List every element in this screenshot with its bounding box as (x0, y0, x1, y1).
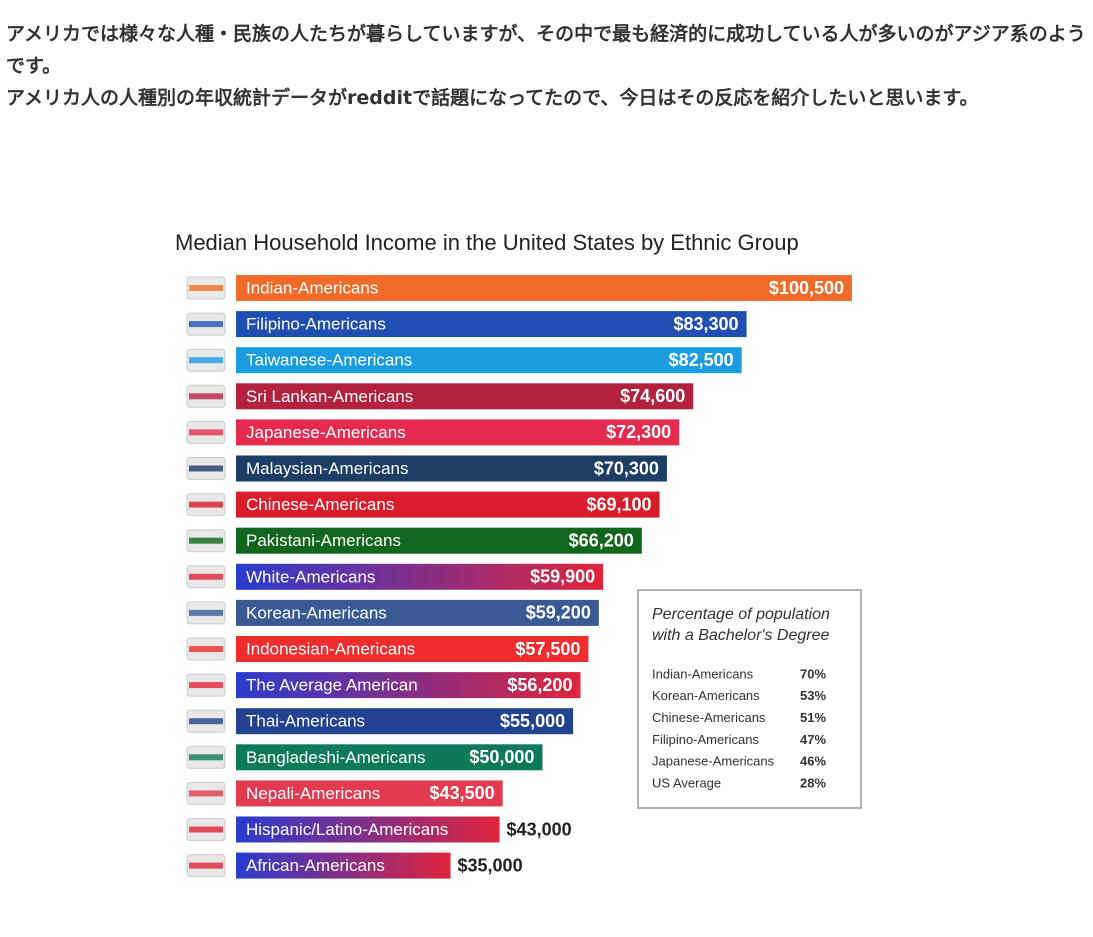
bar (236, 816, 500, 843)
bar (236, 563, 604, 590)
value-label: $59,200 (526, 603, 591, 623)
value-label: $35,000 (458, 855, 523, 875)
bar (236, 527, 642, 554)
category-label: Nepali-Americans (246, 784, 380, 803)
flag-stripe (189, 718, 223, 725)
flag-stripe (189, 357, 223, 364)
value-label: $56,200 (507, 675, 572, 695)
flag-stripe (189, 682, 223, 689)
category-label: Malaysian-Americans (246, 459, 409, 478)
paragraph: アメリカ人の人種別の年収統計データがredditで話題になってたので、今日はその… (6, 87, 979, 109)
value-label: $59,900 (530, 567, 595, 587)
flag-stripe (189, 754, 223, 761)
flag-stripe (189, 646, 223, 652)
value-label: $43,500 (430, 783, 495, 803)
category-label: Indonesian-Americans (246, 639, 415, 658)
category-label: Taiwanese-Americans (246, 351, 412, 370)
category-label: Bangladeshi-Americans (246, 748, 426, 767)
inset-row-value: 28% (800, 775, 826, 790)
inset-row-label: Indian-Americans (652, 666, 754, 681)
flag-stripe (189, 573, 223, 580)
inset-row-label: Korean-Americans (652, 688, 760, 703)
bar (236, 672, 581, 699)
chart-title: Median Household Income in the United St… (175, 230, 799, 255)
value-label: $66,200 (569, 530, 634, 550)
inset-box (637, 589, 862, 809)
inset-row-label: Chinese-Americans (652, 710, 766, 725)
value-label: $70,300 (594, 458, 659, 478)
flag-stripe (189, 501, 223, 508)
value-label: $57,500 (515, 639, 580, 659)
value-label: $72,300 (606, 422, 671, 442)
bar (236, 599, 599, 626)
inset-row-label: Japanese-Americans (652, 754, 775, 769)
bar (236, 491, 660, 518)
inset-row-label: Filipino-Americans (652, 732, 759, 747)
flag-stripe (189, 429, 223, 436)
bar (236, 311, 747, 338)
category-label: Chinese-Americans (246, 495, 394, 514)
flag-stripe (189, 609, 223, 616)
inset-title: Percentage of population (652, 606, 830, 623)
category-label: Sri Lankan-Americans (246, 387, 413, 406)
category-label: African-Americans (246, 856, 385, 875)
flag-stripe (189, 321, 223, 328)
category-label: Filipino-Americans (246, 315, 386, 334)
paragraph: アメリカでは様々な人種・民族の人たちが暮らしていますが、その中で最も経済的に成功… (6, 23, 1086, 77)
flag-stripe (189, 285, 223, 291)
category-label: Pakistani-Americans (246, 531, 401, 550)
article: アメリカでは様々な人種・民族の人たちが暮らしていますが、その中で最も経済的に成功… (6, 18, 1086, 114)
inset-title: with a Bachelor's Degree (652, 627, 829, 644)
value-label: $82,500 (669, 350, 734, 370)
bar (236, 852, 451, 879)
inset-row-value: 70% (800, 666, 826, 681)
inset-row-value: 46% (800, 754, 826, 769)
inset-row-value: 51% (800, 710, 826, 725)
flag-stripe (189, 465, 223, 472)
inset-row-label: US Average (652, 775, 721, 790)
category-label: The Average American (246, 676, 418, 695)
category-label: Korean-Americans (246, 603, 387, 622)
inset-row-value: 47% (800, 732, 826, 747)
bar (236, 275, 852, 301)
bar (236, 383, 694, 410)
value-label: $74,600 (620, 386, 685, 406)
value-label: $50,000 (469, 747, 534, 767)
bar (236, 455, 667, 482)
value-label: $83,300 (673, 314, 738, 334)
bar (236, 708, 574, 735)
value-label: $55,000 (500, 711, 565, 731)
bar (236, 780, 503, 807)
value-label: $43,000 (507, 819, 572, 839)
category-label: Hispanic/Latino-Americans (246, 820, 448, 839)
category-label: Indian-Americans (246, 278, 378, 297)
bar (236, 636, 589, 662)
category-label: Thai-Americans (246, 712, 365, 731)
flag-stripe (189, 826, 223, 833)
bar (236, 347, 742, 374)
inset-row-value: 53% (800, 688, 826, 703)
flag-stripe (189, 537, 223, 544)
flag-stripe (189, 790, 223, 797)
bar (236, 419, 680, 446)
value-label: $100,500 (769, 278, 844, 298)
category-label: Japanese-Americans (246, 423, 406, 442)
flag-stripe (189, 393, 223, 400)
bar (236, 744, 543, 771)
category-label: White-Americans (246, 567, 375, 586)
value-label: $69,100 (586, 494, 651, 514)
flag-stripe (189, 862, 223, 869)
